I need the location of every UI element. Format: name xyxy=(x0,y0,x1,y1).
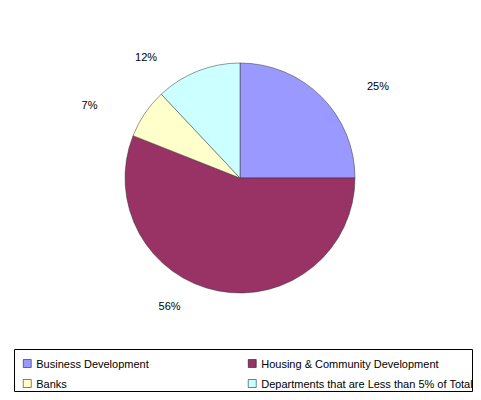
svg-text:Housing & Community Developmen: Housing & Community Development xyxy=(261,358,438,370)
svg-text:Business Development: Business Development xyxy=(36,358,149,370)
svg-text:Banks: Banks xyxy=(36,378,67,390)
svg-text:12%: 12% xyxy=(135,51,157,63)
svg-text:Departments that are Less than: Departments that are Less than 5% of Tot… xyxy=(261,378,472,390)
svg-text:56%: 56% xyxy=(159,300,181,312)
svg-text:7%: 7% xyxy=(82,99,98,111)
svg-text:25%: 25% xyxy=(367,80,389,92)
